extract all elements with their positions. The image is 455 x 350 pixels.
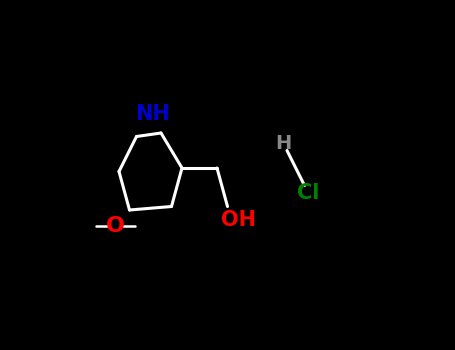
Text: NH: NH <box>135 104 170 124</box>
Text: Cl: Cl <box>297 182 319 203</box>
Text: OH: OH <box>221 210 256 231</box>
Text: O: O <box>106 216 125 236</box>
Text: H: H <box>275 134 292 153</box>
